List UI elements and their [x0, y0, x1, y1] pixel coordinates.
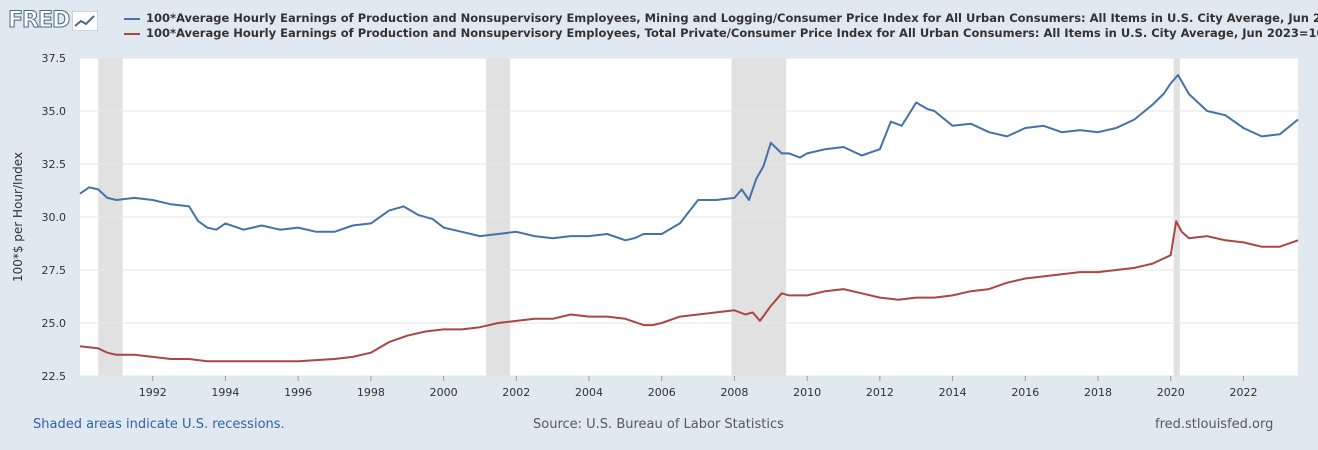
x-tick-label-5: 2002 [502, 386, 530, 399]
chart-legend: 100*Average Hourly Earnings of Productio… [124, 11, 1318, 41]
x-tick-label-3: 1998 [357, 386, 385, 399]
x-tick-label-2: 1996 [284, 386, 312, 399]
x-tick-label-11: 2014 [939, 386, 967, 399]
x-tick-label-8: 2008 [720, 386, 748, 399]
x-tick-label-13: 2018 [1084, 386, 1112, 399]
y-axis-ticks: 22.5 25.0 27.5 30.0 32.5 35.0 37.5 [42, 52, 67, 383]
x-axis-ticks: 1992 1994 1996 1998 2000 2002 2004 2006 2008 2010… [139, 376, 1257, 399]
y-tick-label-2: 27.5 [42, 264, 67, 277]
fred-logo[interactable]: FRED [7, 8, 99, 34]
chart-line-icon [72, 10, 99, 31]
y-tick-label-4: 32.5 [42, 158, 67, 171]
x-tick-label-0: 1992 [139, 386, 167, 399]
legend-label-mining: 100*Average Hourly Earnings of Productio… [146, 11, 1318, 25]
source-note: Source: U.S. Bureau of Labor Statistics [533, 417, 784, 432]
x-tick-label-14: 2020 [1157, 386, 1185, 399]
series-line-0 [79, 74, 1299, 242]
y-tick-label-5: 35.0 [42, 105, 67, 118]
y-tick-label-3: 30.0 [42, 211, 67, 224]
x-tick-label-9: 2010 [793, 386, 821, 399]
y-tick-label-0: 22.5 [42, 370, 67, 383]
y-axis-label: 100*$ per Hour/Index [11, 152, 25, 282]
fred-logo-text: FRED [7, 8, 70, 34]
x-tick-label-1: 1994 [211, 386, 239, 399]
x-tick-label-4: 2000 [430, 386, 458, 399]
series-lines [79, 74, 1299, 363]
y-tick-label-6: 37.5 [42, 52, 67, 65]
legend-swatch-total-private [124, 32, 140, 35]
legend-item-mining[interactable]: 100*Average Hourly Earnings of Productio… [124, 11, 1318, 26]
site-url[interactable]: fred.stlouisfed.org [1155, 417, 1274, 432]
x-tick-label-10: 2012 [866, 386, 894, 399]
x-tick-label-7: 2006 [648, 386, 676, 399]
grid-lines [80, 57, 1298, 377]
x-tick-label-6: 2004 [575, 386, 603, 399]
legend-item-total-private[interactable]: 100*Average Hourly Earnings of Productio… [124, 26, 1318, 41]
recession-note-link[interactable]: Shaded areas indicate U.S. recessions. [33, 417, 285, 432]
legend-swatch-mining [124, 17, 140, 20]
series-line-1 [79, 220, 1299, 363]
legend-label-total-private: 100*Average Hourly Earnings of Productio… [146, 26, 1318, 40]
x-tick-label-15: 2022 [1229, 386, 1257, 399]
x-tick-label-12: 2016 [1011, 386, 1039, 399]
y-tick-label-1: 25.0 [42, 317, 67, 330]
